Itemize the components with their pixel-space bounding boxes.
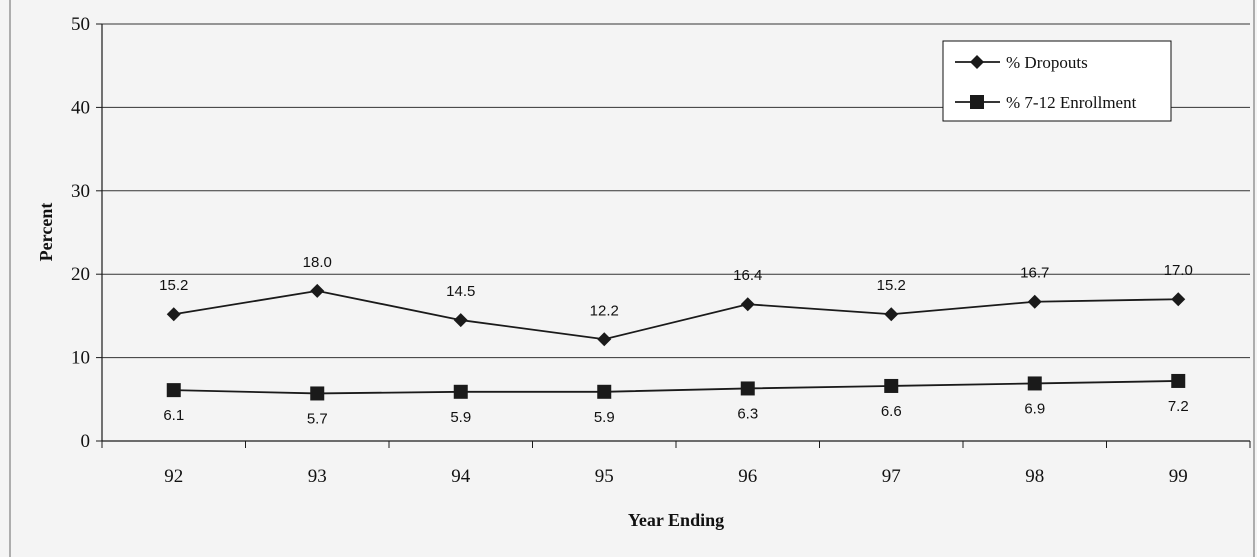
marker-enrollment-98 [1027,376,1042,391]
marker-enrollment-94 [453,384,468,399]
x-tick-label-96: 96 [738,466,757,487]
y-axis-title: Percent [36,203,56,262]
y-tick-label-30: 30 [71,181,90,202]
marker-enrollment-92 [166,383,181,398]
series-line-enrollment [173,380,1179,395]
data-label-dropouts-98: 16.7 [1020,265,1049,282]
x-tick-label-99: 99 [1169,466,1188,487]
data-label-dropouts-93: 18.0 [303,254,332,271]
marker-dropouts-95 [597,332,612,347]
marker-dropouts-93 [310,283,325,298]
data-labels: 15.2 18.0 14.5 12.2 16.4 15.2 16.7 17.0 6.1 5.7 5.… [159,254,1193,428]
data-label-dropouts-92: 15.2 [159,277,188,294]
x-tick-label-98: 98 [1025,466,1044,487]
legend-marker-enrollment [970,95,984,109]
data-label-enrollment-96: 6.3 [737,405,758,422]
marker-dropouts-96 [740,297,755,312]
x-tick-label-95: 95 [595,466,614,487]
y-tick-labels: 0 10 20 30 40 50 [71,14,90,452]
marker-dropouts-99 [1171,292,1186,307]
data-label-enrollment-98: 6.9 [1024,400,1045,417]
marker-dropouts-98 [1027,294,1042,309]
marker-dropouts-94 [453,313,468,328]
y-tick-label-20: 20 [71,264,90,285]
y-tick-label-10: 10 [71,348,90,369]
data-label-enrollment-94: 5.9 [450,409,471,426]
data-label-dropouts-99: 17.0 [1164,262,1193,279]
marker-dropouts-92 [166,307,181,322]
legend: % Dropouts % 7-12 Enrollment [942,40,1172,122]
data-label-dropouts-96: 16.4 [733,267,762,284]
y-tick-label-0: 0 [81,431,91,452]
x-tick-label-93: 93 [308,466,327,487]
series-line-dropouts [173,289,1179,341]
legend-label-enrollment: % 7-12 Enrollment [1006,93,1137,112]
x-tick-labels: 92 93 94 95 96 97 98 99 [164,466,1188,487]
marker-enrollment-99 [1171,373,1186,388]
data-label-dropouts-97: 15.2 [877,277,906,294]
legend-marker-dropouts [970,55,984,69]
marker-dropouts-97 [884,307,899,322]
data-label-dropouts-94: 14.5 [446,283,475,300]
data-label-dropouts-95: 12.2 [590,302,619,319]
legend-label-dropouts: % Dropouts [1006,53,1088,72]
data-label-enrollment-99: 7.2 [1168,398,1189,415]
marker-enrollment-93 [310,386,325,401]
x-tick-label-94: 94 [451,466,471,487]
data-label-enrollment-93: 5.7 [307,410,328,427]
x-tick-label-97: 97 [882,466,901,487]
axes [96,23,1251,448]
data-label-enrollment-97: 6.6 [881,403,902,420]
y-tick-label-50: 50 [71,14,90,35]
x-tick-label-92: 92 [164,466,183,487]
marker-enrollment-95 [597,384,612,399]
y-tick-label-40: 40 [71,97,90,118]
data-label-enrollment-95: 5.9 [594,409,615,426]
marker-enrollment-97 [884,378,899,393]
marker-enrollment-96 [740,381,755,396]
series-group [166,283,1186,401]
x-axis-title: Year Ending [628,510,724,530]
data-label-enrollment-92: 6.1 [163,407,184,424]
